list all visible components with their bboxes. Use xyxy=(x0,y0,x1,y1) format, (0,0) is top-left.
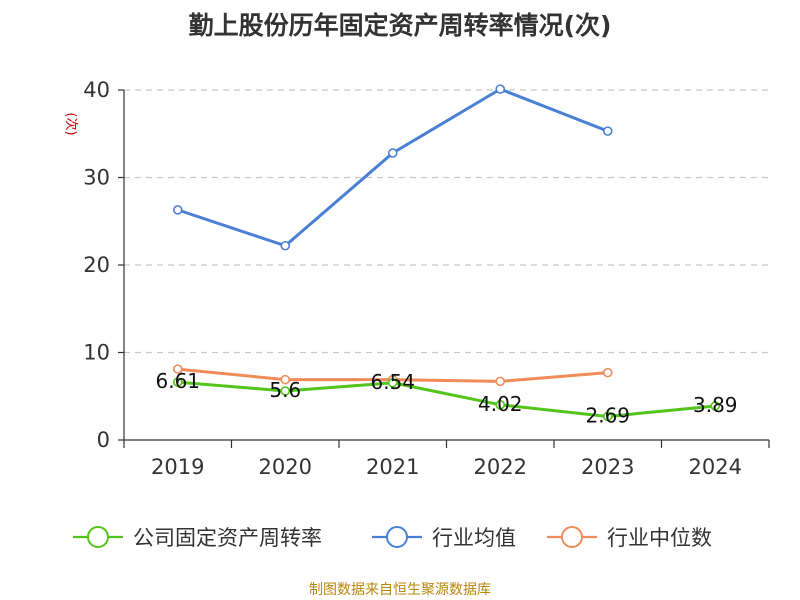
legend-marker xyxy=(87,526,109,548)
x-tick-label: 2020 xyxy=(259,455,312,479)
series-point xyxy=(172,364,183,374)
series-point xyxy=(495,84,506,94)
legend-label: 行业中位数 xyxy=(607,526,712,550)
series-point xyxy=(280,374,291,385)
data-labels: 6.61 5.6 6.54 4.02 2.69 3.89 xyxy=(155,369,737,427)
x-tick-label: 2021 xyxy=(366,455,419,479)
series-point xyxy=(710,401,721,411)
data-label: 4.02 xyxy=(478,392,523,416)
chart-title: 勤上股份历年固定资产周转率情况(次) xyxy=(189,11,612,40)
legend-marker xyxy=(386,526,408,548)
series-point xyxy=(602,126,613,136)
series-point xyxy=(602,367,613,378)
legend-label: 公司固定资产周转率 xyxy=(133,526,322,550)
data-label: 5.6 xyxy=(269,378,301,402)
series-point xyxy=(602,411,613,422)
y-tick-label: 40 xyxy=(83,78,110,102)
data-label: 3.89 xyxy=(693,393,738,417)
series-point xyxy=(495,400,506,410)
series-point xyxy=(172,205,183,215)
series-point xyxy=(387,148,398,158)
data-label: 6.54 xyxy=(370,370,415,394)
y-tick-label: 30 xyxy=(83,166,110,190)
y-tick-label: 0 xyxy=(97,428,110,452)
series-line xyxy=(177,87,609,248)
gridlines xyxy=(124,89,769,354)
series-point xyxy=(280,386,291,396)
series-point xyxy=(172,377,183,387)
x-tick-label: 2019 xyxy=(151,455,204,479)
legend-marker xyxy=(561,526,583,548)
series-point xyxy=(387,377,398,388)
series-line xyxy=(177,380,716,418)
series-layer xyxy=(172,84,721,422)
series-point xyxy=(495,376,506,387)
x-tick-label: 2022 xyxy=(474,455,527,479)
data-label: 2.69 xyxy=(585,403,630,427)
legend-label: 行业均值 xyxy=(432,526,516,550)
legend: 公司固定资产周转率 行业均值 行业中位数 xyxy=(73,526,712,550)
y-tick-label: 10 xyxy=(83,341,110,365)
x-tick-label: 2024 xyxy=(689,455,742,479)
y-axis-label: (次) xyxy=(63,112,79,135)
source-note: 制图数据来自恒生聚源数据库 xyxy=(309,582,491,598)
axes: 0 10 20 30 40 2019 2020 2021 2022 2023 2024 xyxy=(83,78,770,479)
y-tick-label: 20 xyxy=(83,253,110,277)
x-tick-label: 2023 xyxy=(581,455,634,479)
data-label: 6.61 xyxy=(155,369,200,393)
series-point xyxy=(280,240,291,251)
